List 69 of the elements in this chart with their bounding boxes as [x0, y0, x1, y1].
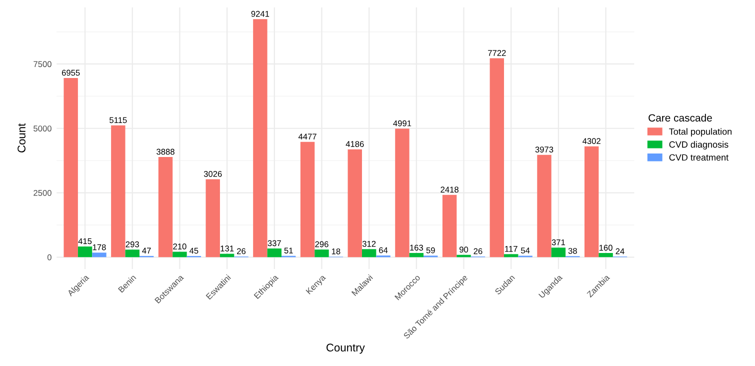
data-label: 51	[284, 248, 293, 254]
bar	[125, 250, 140, 258]
legend-title: Care cascade	[648, 114, 712, 122]
x-axis-title: Country	[326, 344, 365, 354]
bar	[598, 253, 613, 258]
y-axis-title: Count	[18, 123, 26, 152]
data-label: 178	[92, 244, 106, 250]
data-label: 415	[78, 238, 92, 244]
bar	[158, 157, 173, 258]
data-label: 54	[521, 248, 530, 254]
legend-label: CVD diagnosis	[669, 141, 728, 150]
bar	[584, 146, 599, 258]
bar	[442, 194, 457, 258]
data-label: 2418	[440, 186, 458, 193]
bar	[551, 248, 566, 258]
y-tick-label: 0	[47, 254, 52, 260]
bar	[348, 149, 362, 258]
data-label: 6955	[62, 70, 80, 76]
y-tick-label: 5000	[34, 126, 52, 132]
data-label: 90	[460, 246, 468, 252]
data-label: 131	[220, 246, 234, 252]
bar	[172, 252, 187, 258]
data-label: 163	[410, 244, 424, 251]
bar	[64, 78, 78, 258]
data-label: 59	[426, 247, 435, 254]
data-label: 3888	[156, 148, 174, 155]
data-label: 210	[173, 244, 186, 250]
data-label: 45	[189, 248, 198, 254]
data-label: 26	[474, 248, 482, 254]
bar	[111, 125, 126, 258]
data-label: 3026	[204, 170, 222, 177]
data-label: 4477	[298, 134, 316, 140]
data-label: 7722	[488, 50, 506, 56]
data-label: 4186	[346, 141, 364, 147]
bar	[92, 252, 106, 258]
data-label: 5115	[110, 117, 127, 124]
legend-label: CVD treatment	[669, 154, 728, 161]
y-tick-label: 7500	[34, 61, 52, 68]
bar	[362, 249, 376, 258]
data-label: 337	[268, 240, 281, 246]
y-tick-label: 2500	[34, 190, 52, 196]
bar	[395, 128, 410, 258]
data-label: 64	[379, 247, 388, 254]
data-label: 4302	[582, 138, 600, 144]
bar	[267, 248, 282, 258]
data-label: 26	[237, 248, 246, 254]
bar	[78, 246, 92, 258]
bar	[490, 58, 504, 258]
data-label: 4991	[393, 120, 412, 126]
data-label: 38	[568, 248, 577, 254]
data-label: 3973	[535, 146, 554, 152]
data-label: 293	[126, 241, 139, 248]
bar	[206, 179, 220, 258]
data-label: 24	[616, 248, 624, 254]
bar	[409, 252, 424, 258]
legend-label: Total population	[669, 128, 732, 137]
data-label: 371	[552, 239, 565, 246]
data-label: 160	[599, 244, 612, 251]
data-label: 312	[362, 240, 376, 247]
bar	[537, 154, 552, 258]
bar	[253, 19, 268, 258]
bar	[504, 254, 518, 258]
data-label: 296	[315, 241, 328, 248]
data-label: 117	[505, 246, 518, 252]
bar	[314, 250, 329, 258]
data-label: 18	[332, 248, 340, 254]
data-label: 47	[142, 248, 151, 254]
bar	[300, 142, 315, 258]
data-label: 9241	[251, 10, 270, 17]
